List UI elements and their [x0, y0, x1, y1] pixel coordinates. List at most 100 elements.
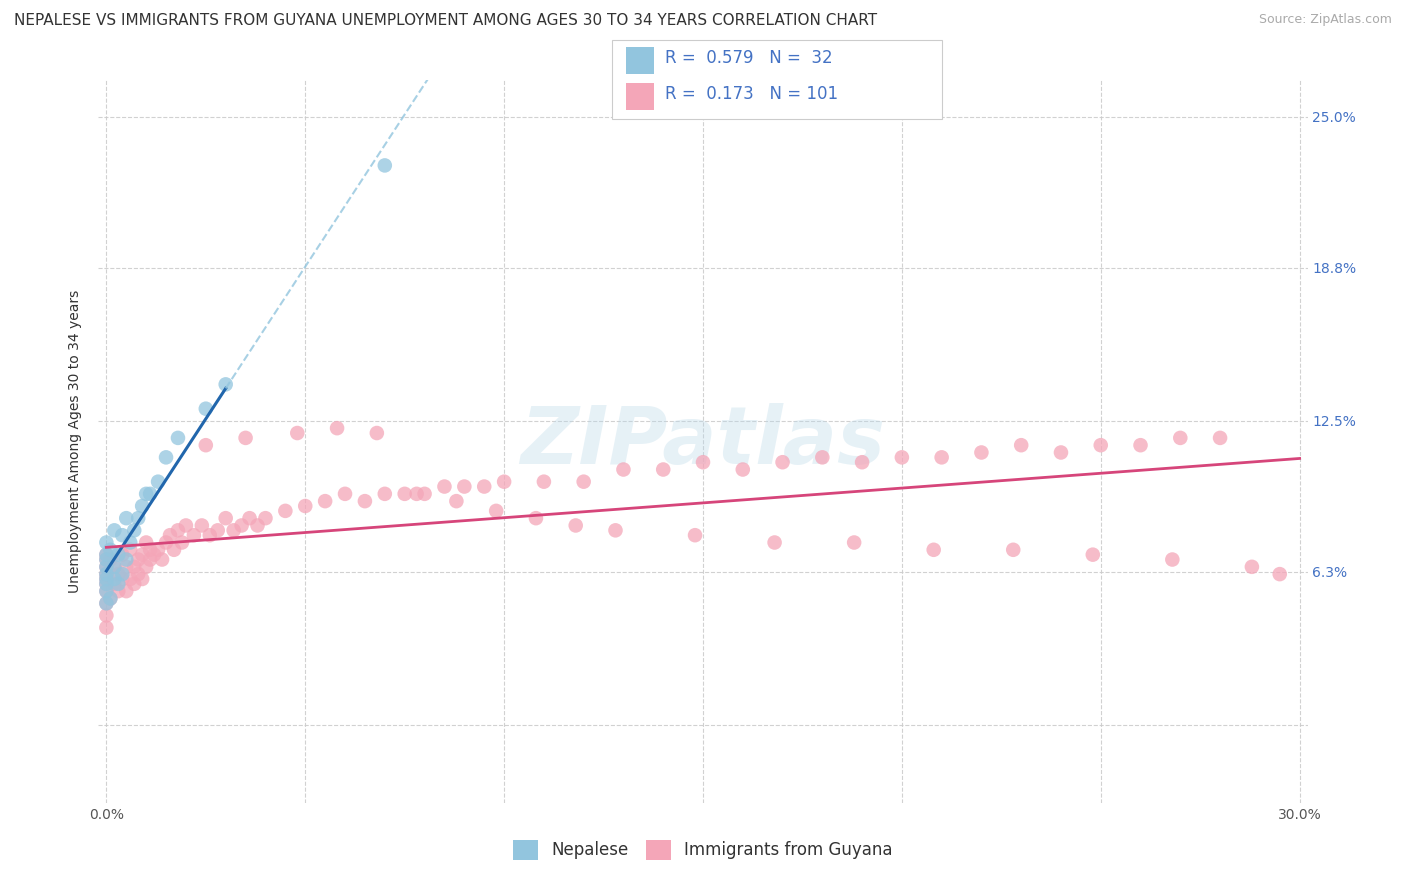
- Point: [96, 559, 118, 574]
- Point: [107, 567, 129, 582]
- Point: [111, 548, 134, 562]
- Point: [139, 487, 162, 501]
- Point: [405, 487, 427, 501]
- Text: Source: ZipAtlas.com: Source: ZipAtlas.com: [1258, 13, 1392, 27]
- Point: [111, 528, 134, 542]
- Point: [135, 559, 157, 574]
- Point: [215, 511, 238, 525]
- Point: [446, 494, 468, 508]
- Point: [198, 528, 221, 542]
- Point: [163, 542, 186, 557]
- Point: [103, 559, 125, 574]
- Point: [235, 431, 257, 445]
- Point: [174, 518, 197, 533]
- Point: [120, 535, 142, 549]
- Point: [96, 608, 118, 623]
- Point: [103, 572, 125, 586]
- Point: [150, 552, 173, 566]
- Point: [103, 577, 125, 591]
- Text: R =  0.579   N =  32: R = 0.579 N = 32: [665, 49, 832, 67]
- Point: [1050, 445, 1073, 459]
- Point: [844, 535, 866, 549]
- Point: [96, 577, 118, 591]
- Point: [314, 494, 336, 508]
- Point: [107, 577, 129, 591]
- Point: [159, 528, 181, 542]
- Point: [111, 567, 134, 582]
- Point: [98, 591, 121, 606]
- Point: [96, 567, 118, 582]
- Point: [120, 542, 142, 557]
- Point: [222, 524, 245, 538]
- Point: [374, 158, 396, 172]
- Point: [731, 462, 754, 476]
- Point: [1010, 438, 1032, 452]
- Point: [107, 584, 129, 599]
- Point: [851, 455, 873, 469]
- Point: [453, 479, 475, 493]
- Point: [274, 504, 297, 518]
- Point: [131, 548, 153, 562]
- Point: [494, 475, 516, 489]
- Point: [135, 535, 157, 549]
- Point: [155, 450, 177, 465]
- Point: [135, 487, 157, 501]
- Point: [524, 511, 547, 525]
- Point: [96, 552, 118, 566]
- Point: [139, 542, 162, 557]
- Point: [96, 535, 118, 549]
- Point: [96, 559, 118, 574]
- Point: [155, 535, 177, 549]
- Point: [131, 572, 153, 586]
- Point: [572, 475, 595, 489]
- Point: [127, 511, 149, 525]
- Point: [167, 431, 190, 445]
- Point: [96, 548, 118, 562]
- Point: [354, 494, 377, 508]
- Point: [98, 552, 121, 566]
- Point: [231, 518, 253, 533]
- Point: [533, 475, 555, 489]
- Point: [472, 479, 495, 493]
- Point: [98, 591, 121, 606]
- Point: [294, 499, 316, 513]
- Point: [194, 401, 217, 416]
- Y-axis label: Unemployment Among Ages 30 to 34 years: Unemployment Among Ages 30 to 34 years: [69, 290, 83, 593]
- Point: [96, 572, 118, 586]
- Point: [131, 499, 153, 513]
- Point: [333, 487, 356, 501]
- Point: [394, 487, 416, 501]
- Point: [167, 524, 190, 538]
- Point: [96, 596, 118, 610]
- Text: ZIPatlas: ZIPatlas: [520, 402, 886, 481]
- Point: [143, 548, 166, 562]
- Point: [1209, 431, 1232, 445]
- Point: [485, 504, 508, 518]
- Point: [183, 528, 205, 542]
- Point: [254, 511, 277, 525]
- Point: [115, 559, 138, 574]
- Point: [246, 518, 269, 533]
- Point: [564, 518, 586, 533]
- Point: [763, 535, 786, 549]
- Point: [127, 552, 149, 566]
- Point: [285, 425, 308, 440]
- Point: [326, 421, 349, 435]
- Point: [207, 524, 229, 538]
- Point: [922, 542, 945, 557]
- Point: [374, 487, 396, 501]
- Point: [146, 475, 169, 489]
- Point: [103, 524, 125, 538]
- Point: [931, 450, 953, 465]
- Point: [111, 572, 134, 586]
- Text: R =  0.173   N = 101: R = 0.173 N = 101: [665, 85, 838, 103]
- Point: [1002, 542, 1025, 557]
- Point: [96, 596, 118, 610]
- Point: [96, 548, 118, 562]
- Point: [239, 511, 262, 525]
- Point: [96, 577, 118, 591]
- Text: NEPALESE VS IMMIGRANTS FROM GUYANA UNEMPLOYMENT AMONG AGES 30 TO 34 YEARS CORREL: NEPALESE VS IMMIGRANTS FROM GUYANA UNEMP…: [14, 13, 877, 29]
- Point: [1081, 548, 1104, 562]
- Point: [194, 438, 217, 452]
- Point: [1161, 552, 1184, 566]
